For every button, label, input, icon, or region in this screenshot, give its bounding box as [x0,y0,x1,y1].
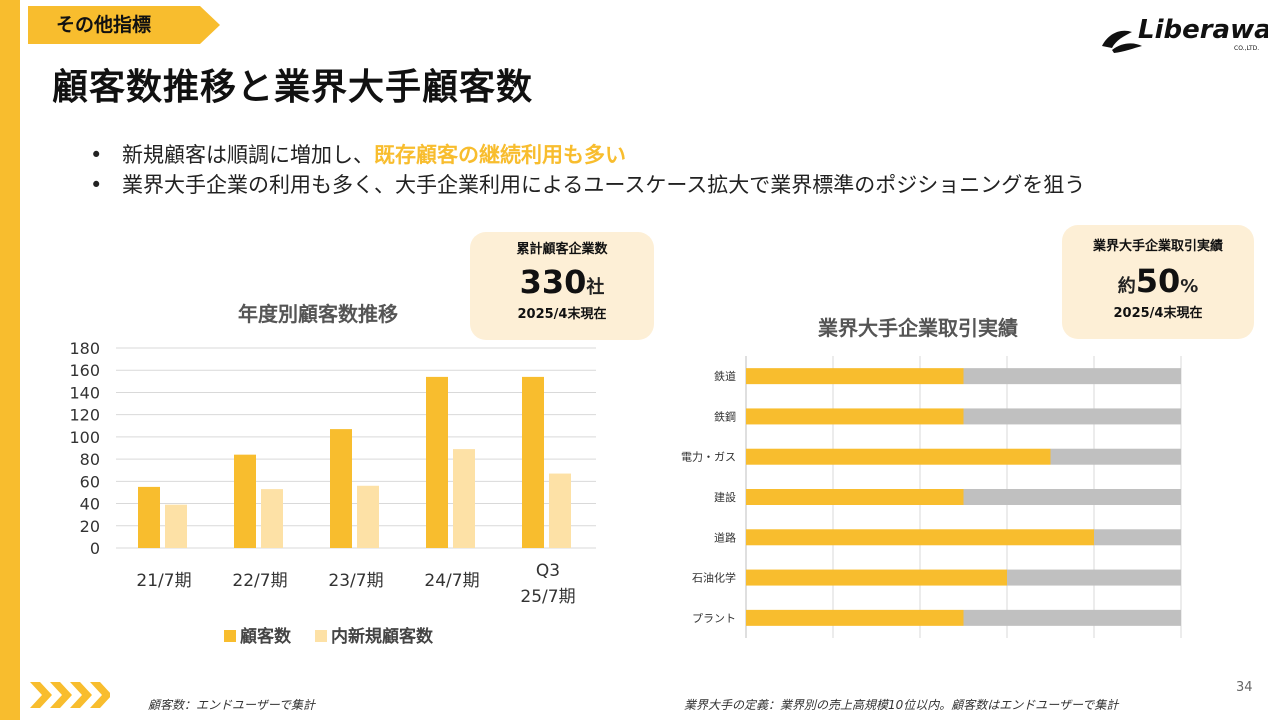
chart-title-major: 業界大手企業取引実績 [818,316,1018,340]
bullet-text: 業界大手企業の利用も多く、大手企業利用によるユースケース拡大で業界標準のポジショ… [122,173,1086,197]
bar-segment [746,569,1007,586]
bar-segment [963,609,1181,626]
y-tick-label: 道路 [714,530,736,544]
bullet-item: • 業界大手企業の利用も多く、大手企業利用によるユースケース拡大で業界標準のポジシ… [90,173,1086,197]
bar [426,376,448,548]
y-tick-label: 石油化学 [692,571,736,585]
badge-label: 業界大手企業取引実績 [1092,239,1223,254]
bar-segment [1050,448,1181,465]
bar [138,486,160,548]
bar [261,489,283,548]
y-tick-label: 140 [69,383,100,402]
x-tick-label: 22/7期 [232,571,287,591]
y-tick-label: 20 [80,517,100,536]
x-tick-label: 24/7期 [424,571,479,591]
bullet-item: • 新規顧客は順調に増加し、既存顧客の継続利用も多い [90,143,626,167]
y-tick-label: 100 [69,428,100,447]
y-tick-label: 180 [69,339,100,358]
x-tick-label: 23/7期 [328,571,383,591]
legend-swatch [224,630,236,642]
x-tick-label: Q3 [536,561,560,581]
page-number: 34 [1236,680,1253,695]
badge-date: 2025/4末現在 [1113,306,1203,321]
y-tick-label: 80 [80,450,100,469]
chart-title-customers: 年度別顧客数推移 [238,302,398,326]
bar [453,449,475,548]
bar-segment [746,408,964,425]
bar [549,473,571,548]
logo-subtext: CO.,LTD. [1234,45,1259,52]
badge-prefix: 約 [1117,276,1136,297]
x-tick-label: 25/7期 [520,587,575,607]
y-tick-label: 鉄道 [714,369,736,383]
bar-segment [1094,529,1181,546]
logo-text: Liberaware [1138,15,1268,45]
footnote-left: 顧客数：エンドユーザーで集計 [148,698,316,712]
y-tick-label: 0 [90,539,100,558]
chevron-arrows-icon [30,682,110,708]
bar-segment [746,609,964,626]
bar [234,454,256,548]
bar-segment [746,529,1094,546]
major-clients-badge: 業界大手企業取引実績 約50% 2025/4末現在 [1062,225,1254,339]
y-tick-label: 160 [69,361,100,380]
bar [522,376,544,548]
bullet-text: 新規顧客は順調に増加し、 [122,143,374,167]
company-logo: Liberaware CO.,LTD. [1102,15,1268,53]
y-tick-label: 建設 [714,490,736,504]
bar [357,485,379,548]
x-tick-label: 21/7期 [136,571,191,591]
y-tick-label: 60 [80,472,100,491]
section-tag-label: その他指標 [56,14,152,36]
bar-segment [746,489,964,505]
badge-value-row: 約50% [1062,262,1254,300]
badge-date: 2025/4末現在 [517,307,607,322]
badge-label: 累計顧客企業数 [516,242,608,257]
bullet-highlight: 既存顧客の継続利用も多い [374,143,626,167]
badge-unit: % [1180,276,1199,297]
bar-segment [963,368,1181,385]
legend-label: 内新規顧客数 [331,626,434,647]
badge-unit: 社 [586,277,605,298]
y-tick-label: 電力・ガス [681,451,736,464]
bar-segment [963,489,1181,505]
section-tag: その他指標 [28,6,220,44]
bar-segment [1007,569,1181,586]
bar-segment [746,448,1051,465]
badge-value: 50 [1135,262,1181,300]
y-tick-label: 120 [69,406,100,425]
y-tick-label: 鉄鋼 [714,409,736,423]
bar [330,429,352,548]
legend-swatch [315,630,327,642]
badge-value: 330 [519,263,587,301]
y-tick-label: プラント [692,612,736,625]
cumulative-customers-badge: 累計顧客企業数 330社 2025/4末現在 [470,232,654,340]
bar-segment [963,408,1181,425]
legend-label: 顧客数 [240,626,292,647]
left-accent-bar [0,0,20,720]
section-tag-shape [28,6,220,44]
bar-segment [746,368,964,385]
y-tick-label: 40 [80,495,100,514]
page-title: 顧客数推移と業界大手顧客数 [52,67,534,108]
bullet-list: • 新規顧客は順調に増加し、既存顧客の継続利用も多い • 業界大手企業の利用も多く、… [90,140,1085,200]
bar [165,504,187,548]
badge-value-row: 330社 [470,263,654,301]
customer-bar-chart: 0 20 40 60 80 100 120 140 160 180 21/7期 22/7期 23/7期 2… [69,339,596,647]
footnote-right: 業界大手の定義：業界別の売上高規模10位以内。顧客数はエンドユーザーで集計 [684,698,1119,712]
